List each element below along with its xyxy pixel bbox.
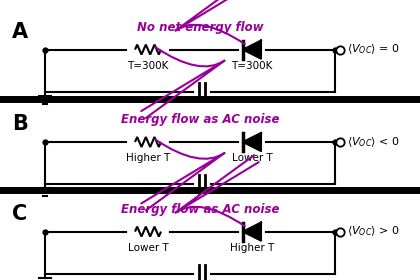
Text: C: C [12,204,28,224]
Text: B: B [12,114,28,134]
Polygon shape [243,223,261,241]
Text: Higher T: Higher T [230,242,274,253]
Text: Lower T: Lower T [231,153,273,163]
Polygon shape [243,133,261,151]
Text: T=300K: T=300K [231,60,273,71]
Text: T=300K: T=300K [127,60,169,71]
Polygon shape [243,41,261,59]
Text: ⟨$V_{OC}$⟩ > 0: ⟨$V_{OC}$⟩ > 0 [347,225,400,238]
Text: Energy flow as AC noise: Energy flow as AC noise [121,203,279,216]
Text: No net energy flow: No net energy flow [136,21,263,34]
Text: ⟨$V_{OC}$⟩ = 0: ⟨$V_{OC}$⟩ = 0 [347,43,400,56]
Text: A: A [12,22,28,42]
Text: Higher T: Higher T [126,153,170,163]
Text: Lower T: Lower T [128,242,168,253]
Text: Energy flow as AC noise: Energy flow as AC noise [121,113,279,126]
Text: ⟨$V_{OC}$⟩ < 0: ⟨$V_{OC}$⟩ < 0 [347,135,400,149]
